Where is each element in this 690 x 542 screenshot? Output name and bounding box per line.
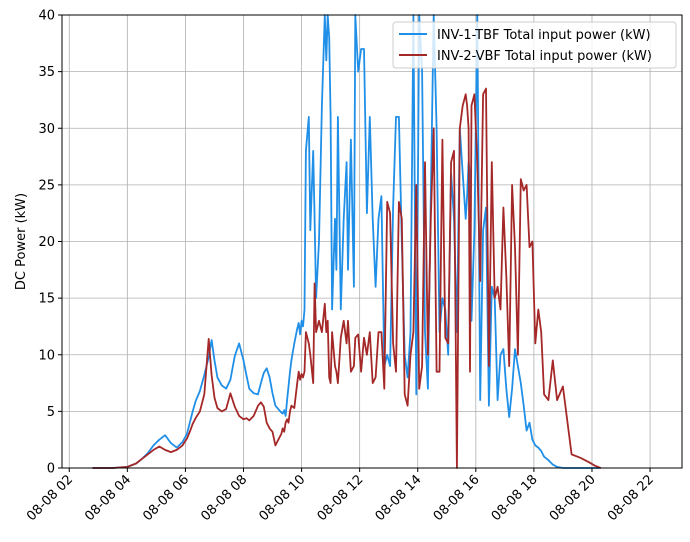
x-tick-label: 08-08 18: [489, 472, 541, 524]
x-tick-label: 08-08 04: [82, 472, 134, 524]
y-axis-label: DC Power (kW): [14, 193, 29, 290]
x-tick-label: 08-08 20: [547, 472, 599, 524]
y-tick-label: 40: [38, 9, 55, 24]
y-tick-label: 25: [38, 178, 55, 193]
y-tick-label: 5: [47, 405, 55, 420]
y-axis-ticks: 0 5 10 15 20 25 30 35 40: [38, 9, 62, 477]
x-axis-ticks: 08-08 02 08-08 04 08-08 06 08-08 08 08-08 10…: [24, 468, 657, 524]
x-tick-label: 08-08 06: [140, 472, 192, 524]
y-tick-label: 30: [38, 122, 55, 137]
x-tick-label: 08-08 16: [431, 472, 483, 524]
legend-label-inv2: INV-2-VBF Total input power (kW): [437, 49, 652, 64]
x-tick-label: 08-08 14: [373, 472, 425, 524]
y-tick-label: 35: [38, 65, 55, 80]
series-line-2: [92, 87, 602, 469]
x-tick-label: 08-08 02: [24, 472, 76, 524]
y-tick-label: 10: [38, 348, 55, 363]
x-tick-label: 08-08 12: [315, 472, 367, 524]
legend-frame: [392, 21, 677, 69]
y-tick-label: 15: [38, 292, 55, 307]
legend: INV-1-TBF Total input power (kW) INV-2-V…: [392, 21, 677, 69]
x-tick-label: 08-08 22: [605, 472, 657, 524]
series-lines: [92, 14, 602, 469]
x-tick-label: 08-08 10: [256, 472, 308, 524]
y-tick-label: 20: [38, 235, 55, 250]
legend-label-inv1: INV-1-TBF Total input power (kW): [437, 28, 651, 43]
y-tick-label: 0: [47, 462, 55, 477]
x-tick-label: 08-08 08: [198, 472, 250, 524]
series-line-1: [92, 14, 601, 469]
